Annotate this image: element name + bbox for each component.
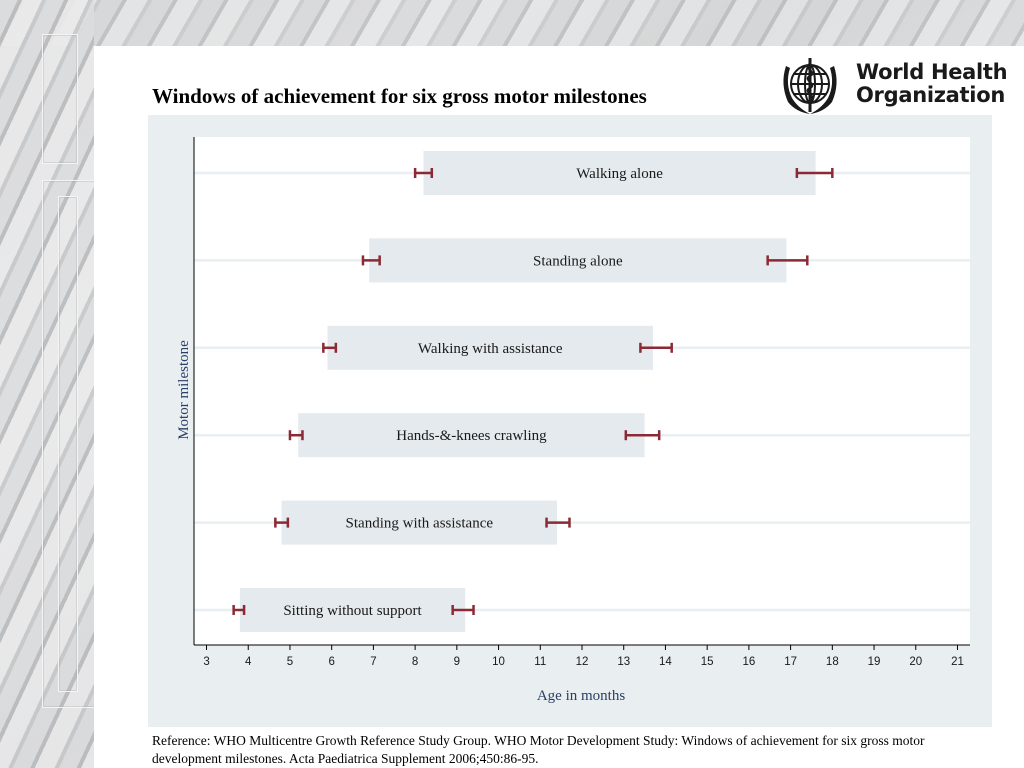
milestone-chart: Sitting without support Standing with ass… <box>176 137 970 704</box>
x-tick-label: 13 <box>617 656 630 668</box>
milestone-window-bar <box>327 325 653 370</box>
background-side-texture <box>0 0 94 768</box>
x-tick-label: 18 <box>826 656 839 668</box>
who-emblem-icon <box>783 58 837 114</box>
x-axis-title: Age in months <box>537 688 625 704</box>
x-tick-label: 12 <box>576 656 589 668</box>
decorative-frame <box>58 196 78 692</box>
milestone-window-bar <box>369 238 787 283</box>
milestone-label: Walking with assistance <box>418 341 563 357</box>
x-tick-label: 11 <box>534 656 546 668</box>
milestone-label: Sitting without support <box>283 603 422 619</box>
x-tick-label: 16 <box>742 656 755 668</box>
x-tick-label: 5 <box>287 656 293 668</box>
decorative-frame <box>42 34 78 164</box>
background-texture <box>0 0 1024 46</box>
x-tick-label: 8 <box>412 656 418 668</box>
milestone-label: Standing alone <box>533 253 623 269</box>
x-ticks: 3 4 5 6 7 8 9 10 11 12 13 14 15 16 17 18 19 20 21 <box>203 645 964 668</box>
milestone-windows: Sitting without support Standing with ass… <box>232 151 834 632</box>
milestone-window-bar <box>281 500 557 545</box>
reference-note: Reference: WHO Multicentre Growth Refere… <box>152 733 925 766</box>
who-logo: World Health Organization <box>776 52 1008 116</box>
x-tick-label: 7 <box>370 656 376 668</box>
x-tick-label: 15 <box>701 656 714 668</box>
milestone-label: Hands-&-knees crawling <box>396 428 547 444</box>
milestone-label: Standing with assistance <box>346 516 494 532</box>
milestone-label: Walking alone <box>576 166 663 182</box>
x-tick-label: 17 <box>784 656 797 668</box>
slide-title: Windows of achievement for six gross mot… <box>152 84 647 108</box>
milestone-window-bar <box>423 151 816 195</box>
plot-area <box>194 137 970 645</box>
milestone-window-bar <box>239 588 466 632</box>
x-tick-label: 14 <box>659 656 672 668</box>
x-tick-label: 10 <box>492 656 505 668</box>
milestone-window-bar <box>298 413 645 458</box>
x-tick-label: 9 <box>454 656 460 668</box>
who-wordmark: World Health Organization <box>856 60 1008 107</box>
x-tick-label: 4 <box>245 656 252 668</box>
x-tick-label: 19 <box>868 656 881 668</box>
x-tick-label: 21 <box>951 656 964 668</box>
x-tick-label: 6 <box>328 656 334 668</box>
x-tick-label: 3 <box>203 656 209 668</box>
x-tick-label: 20 <box>909 656 922 668</box>
y-axis-title: Motor milestone <box>176 340 192 440</box>
